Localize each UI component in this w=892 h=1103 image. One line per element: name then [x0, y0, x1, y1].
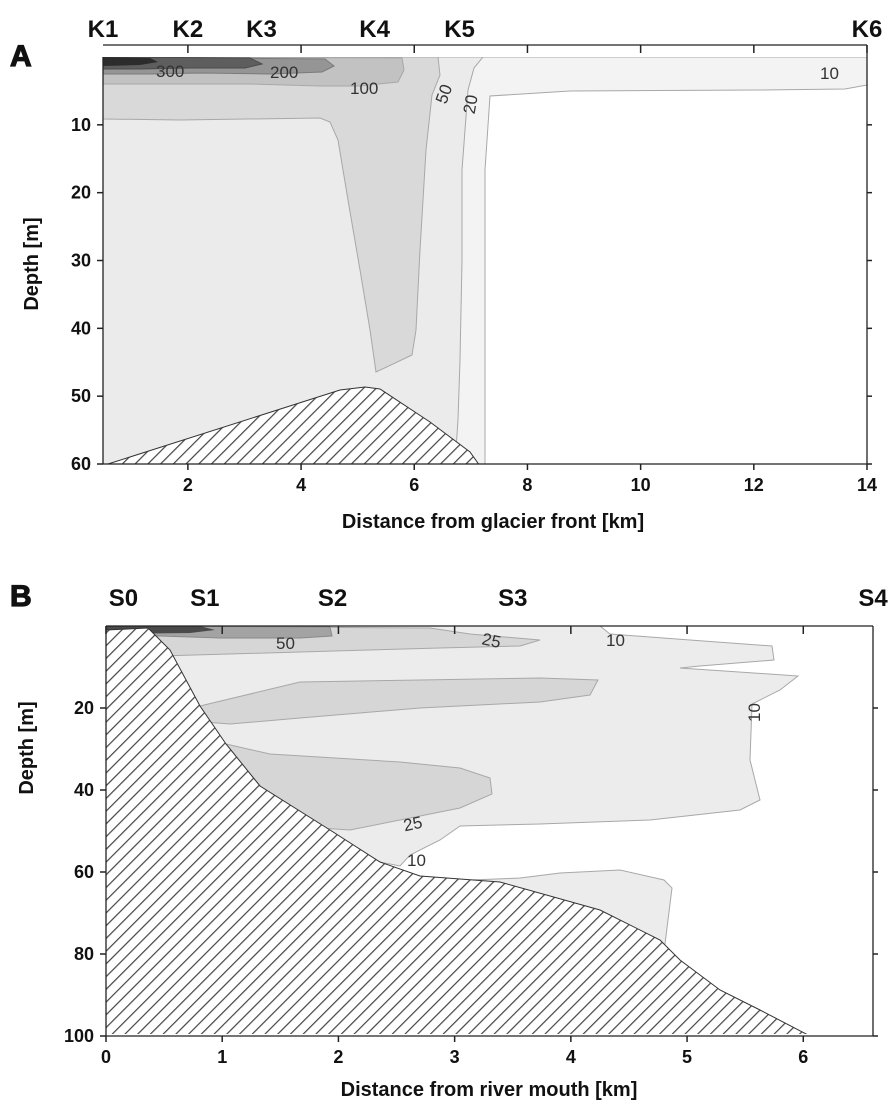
station-label: K3 [246, 16, 277, 43]
y-tick-label: 40 [71, 318, 91, 338]
panel-a-contours [103, 57, 867, 464]
x-tick-label: 12 [744, 475, 764, 495]
station-label: S0 [109, 585, 138, 612]
panel-a-contour-label-20: 20 [460, 93, 482, 115]
panel-b-label: B [10, 580, 32, 613]
station-label: K6 [852, 16, 883, 43]
panel-b-contour-label-25-lower: 25 [402, 813, 424, 836]
panel-a-y-ticks: 10 20 30 40 50 60 [71, 115, 872, 474]
x-tick-label: 0 [101, 1047, 111, 1067]
y-tick-label: 20 [74, 698, 94, 718]
y-tick-label: 60 [71, 454, 91, 474]
station-label: K4 [359, 16, 390, 43]
panel-b-y-axis-title: Depth [m] [16, 701, 38, 794]
x-tick-label: 4 [296, 475, 306, 495]
panel-a-x-axis-title: Distance from glacier front [km] [342, 511, 644, 533]
y-tick-label: 80 [74, 944, 94, 964]
panel-a-contour-label-10: 10 [820, 64, 839, 83]
panel-a-stations: K1 K2 K3 K4 K5 K6 [88, 16, 883, 43]
x-tick-label: 6 [409, 475, 419, 495]
x-tick-label: 3 [450, 1047, 460, 1067]
panel-b-x-axis-title: Distance from river mouth [km] [341, 1079, 638, 1101]
panel-b-contour-label-10-lower: 10 [407, 851, 426, 870]
panel-b-x-ticks: 0 1 2 3 4 5 6 [101, 626, 808, 1067]
panel-b-seabed [106, 627, 808, 1034]
station-label: K5 [444, 16, 475, 43]
station-label: S2 [318, 585, 347, 612]
panel-b-region-25-mid [199, 677, 599, 725]
panel-a: A 300 200 100 5 [9, 16, 883, 533]
panel-a-contour-label-100: 100 [350, 79, 378, 98]
x-tick-label: 2 [333, 1047, 343, 1067]
x-tick-label: 10 [631, 475, 651, 495]
panel-b-contour-label-10-top: 10 [606, 631, 625, 650]
y-tick-label: 60 [74, 862, 94, 882]
panel-a-label: A [10, 40, 32, 73]
y-tick-label: 40 [74, 780, 94, 800]
panel-b-y-ticks: 20 40 60 80 100 [64, 698, 878, 1046]
x-tick-label: 5 [682, 1047, 692, 1067]
panel-a-region-top [103, 57, 158, 66]
x-tick-label: 2 [183, 475, 193, 495]
station-label: K2 [173, 16, 204, 43]
x-tick-label: 6 [798, 1047, 808, 1067]
station-label: S3 [498, 585, 527, 612]
station-label: S1 [190, 585, 219, 612]
panel-b-contour-label-50: 50 [276, 634, 295, 653]
panel-b-stations: S0 S1 S2 S3 S4 [109, 585, 889, 612]
panel-a-contour-label-300: 300 [156, 62, 184, 81]
panel-a-contour-label-200: 200 [270, 63, 298, 82]
panel-a-seabed [106, 386, 480, 464]
panel-b-contour-label-10-right: 10 [745, 703, 764, 722]
station-label: K1 [88, 16, 119, 43]
y-tick-label: 30 [71, 251, 91, 271]
panel-a-y-axis-title: Depth [m] [21, 217, 43, 310]
y-tick-label: 100 [64, 1026, 94, 1046]
station-label: S4 [858, 585, 888, 612]
y-tick-label: 20 [71, 183, 91, 203]
x-tick-label: 1 [217, 1047, 227, 1067]
panel-a-x-ticks: 2 4 6 8 10 12 14 [183, 45, 877, 495]
y-tick-label: 50 [71, 386, 91, 406]
x-tick-label: 4 [566, 1047, 576, 1067]
panel-a-region-50 [103, 57, 441, 373]
x-tick-label: 8 [522, 475, 532, 495]
y-tick-label: 10 [71, 115, 91, 135]
panel-b-contour-label-25-top: 25 [480, 629, 502, 652]
panel-b-contours [106, 626, 873, 1034]
panel-b: B 50 25 10 10 25 10 Distance from [9, 579, 889, 1101]
x-tick-label: 14 [857, 475, 877, 495]
